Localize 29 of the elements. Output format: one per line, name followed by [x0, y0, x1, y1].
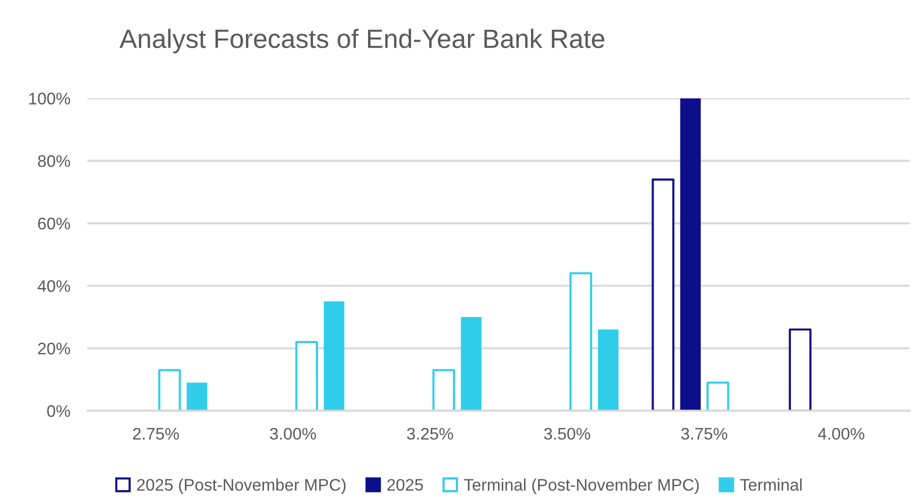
- x-tick-label: 3.25%: [407, 428, 454, 440]
- y-tick-label: 100%: [29, 92, 70, 104]
- chart-title: Analyst Forecasts of End-Year Bank Rate: [120, 28, 604, 54]
- y-tick-label: 0%: [47, 405, 70, 417]
- legend-label: 2025 (Post-November MPC): [137, 478, 346, 494]
- bar: [680, 98, 701, 411]
- bar: [598, 330, 619, 411]
- x-tick-label: 2.75%: [133, 428, 179, 440]
- legend-label: Terminal: [740, 478, 802, 491]
- legend-label: Terminal (Post-November MPC): [464, 478, 699, 494]
- bar: [186, 382, 208, 411]
- bar: [569, 272, 592, 411]
- bar: [788, 328, 812, 411]
- bar: [158, 369, 181, 411]
- y-tick-label: 80%: [38, 155, 70, 167]
- y-tick-label: 20%: [38, 342, 70, 354]
- x-tick-label: 4.00%: [818, 428, 864, 440]
- y-tick-label: 60%: [38, 218, 70, 230]
- legend-label: 2025: [387, 478, 423, 491]
- bar: [295, 340, 318, 411]
- bar: [324, 301, 344, 411]
- bar: [432, 369, 456, 411]
- x-tick-label: 3.00%: [270, 428, 316, 440]
- bar: [652, 178, 674, 411]
- bar: [706, 382, 730, 411]
- bar: [460, 317, 482, 411]
- x-tick-label: 3.50%: [544, 428, 590, 440]
- y-tick-label: 40%: [38, 280, 70, 292]
- x-tick-label: 3.75%: [681, 428, 728, 440]
